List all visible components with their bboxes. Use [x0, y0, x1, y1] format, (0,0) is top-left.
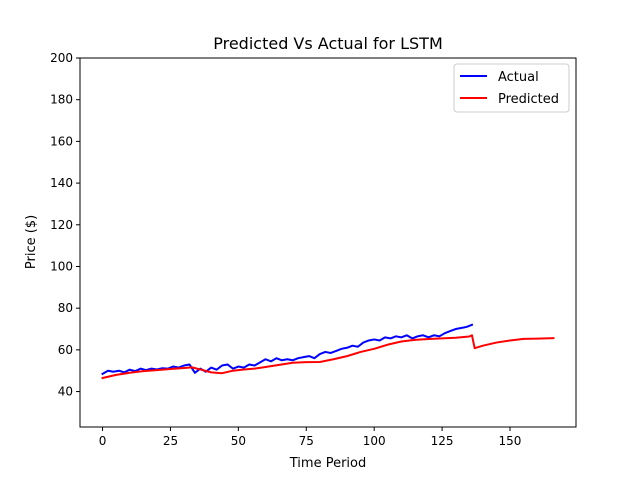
y-tick-label: 40: [58, 385, 73, 399]
x-tick-label: 75: [299, 434, 314, 448]
y-tick-label: 60: [58, 343, 73, 357]
y-tick-label: 80: [58, 301, 73, 315]
x-tick-label: 0: [99, 434, 107, 448]
y-tick-label: 200: [50, 51, 73, 65]
x-tick-label: 50: [231, 434, 246, 448]
series-group: [101, 323, 555, 380]
y-tick-label: 100: [50, 259, 73, 273]
legend-label-actual: Actual: [498, 70, 539, 85]
axes-frame: [79, 57, 577, 428]
y-tick-label: 160: [50, 134, 73, 148]
x-tick-label: 125: [431, 434, 454, 448]
y-tick-label: 140: [50, 176, 73, 190]
chart-title: Predicted Vs Actual for LSTM: [213, 34, 443, 53]
series-line-predicted: [101, 334, 555, 380]
x-tick-label: 100: [363, 434, 386, 448]
y-tick-label: 120: [50, 218, 73, 232]
x-axis-label: Time Period: [289, 456, 366, 471]
legend: Actual Predicted: [453, 63, 570, 113]
plot-area: 0 25 50 75 100 125 150 40 60 80 100 120 140 160 180 200…: [50, 51, 577, 448]
y-axis-label: Price ($): [24, 215, 39, 269]
legend-label-predicted: Predicted: [498, 92, 559, 107]
y-tick-label: 180: [50, 93, 73, 107]
x-tick-label: 150: [499, 434, 522, 448]
series-line-actual: [101, 323, 474, 376]
x-tick-label: 25: [163, 434, 178, 448]
